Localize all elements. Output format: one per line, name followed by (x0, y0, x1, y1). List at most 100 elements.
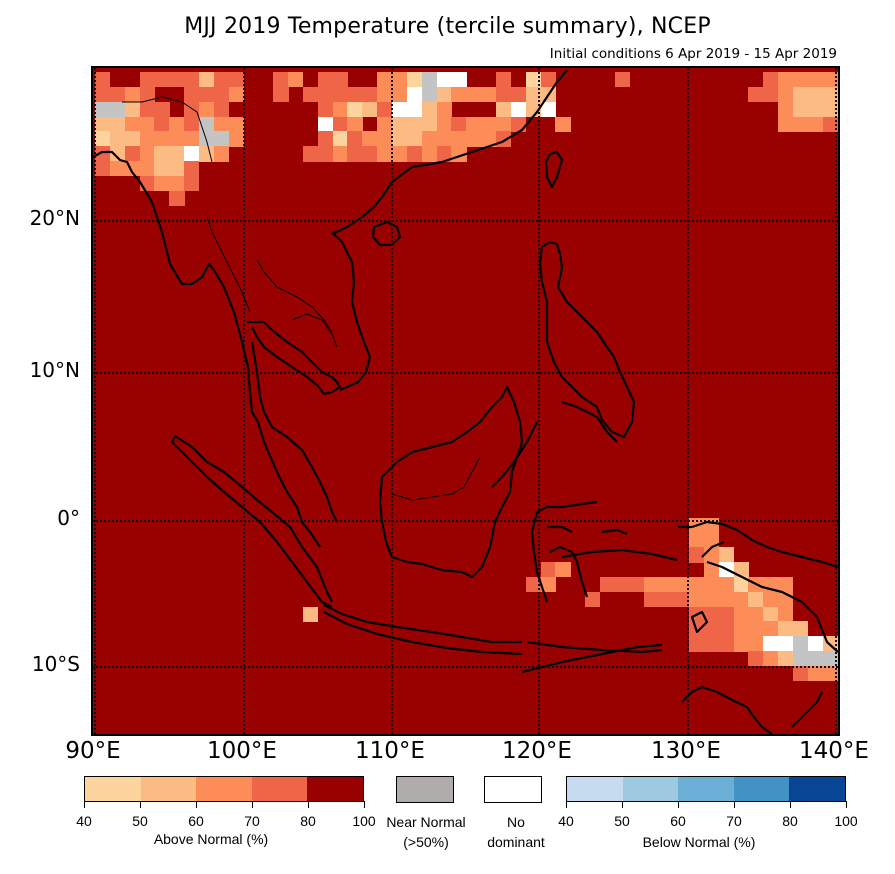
grid-cell (436, 101, 452, 118)
colorbar-segment (251, 777, 308, 801)
grid-cell (377, 86, 393, 103)
grid-cell (154, 72, 170, 88)
grid-cell (614, 576, 631, 593)
parallel-line (93, 666, 838, 668)
colorbar-segment (678, 777, 734, 801)
grid-cell (792, 116, 809, 132)
colorbar-tick (140, 801, 141, 808)
above-normal-colorbar (84, 776, 364, 802)
grid-cell (555, 562, 571, 578)
grid-cell (228, 116, 245, 132)
below-normal-label: Below Normal (%) (642, 834, 756, 850)
grid-cell (703, 621, 720, 637)
grid-cell (792, 621, 809, 637)
grid-cell (288, 72, 304, 88)
grid-cell (748, 651, 764, 667)
colorbar-segment (140, 777, 197, 801)
grid-cell (629, 576, 645, 593)
grid-cell (525, 86, 541, 103)
colorbar-tick (678, 801, 679, 808)
grid-cell (763, 86, 779, 103)
grid-cell (124, 116, 141, 132)
grid-cell (154, 146, 170, 162)
grid-cell (362, 86, 378, 103)
longitude-tick-label: 140°E (799, 738, 869, 764)
grid-cell (495, 116, 512, 132)
grid-cell (466, 116, 482, 132)
grid-cell (718, 606, 735, 622)
grid-cell (347, 146, 363, 162)
meridian-line (687, 68, 689, 734)
grid-cell (184, 72, 200, 88)
grid-cell (317, 116, 334, 132)
grid-cell (510, 101, 527, 118)
grid-cell (525, 72, 541, 88)
below-normal-colorbar (566, 776, 846, 802)
grid-cell (421, 116, 438, 132)
no-dominant-label: No dominant (487, 812, 545, 852)
grid-cell (332, 72, 348, 88)
colorbar-tick (308, 801, 309, 808)
grid-cell (436, 86, 452, 103)
grid-cell (436, 116, 452, 132)
grid-cell (748, 636, 764, 652)
grid-cell (109, 101, 126, 118)
grid-cell (792, 666, 809, 682)
grid-cell (139, 131, 155, 147)
grid-cell (169, 190, 185, 207)
grid-cell (406, 146, 423, 162)
colorbar-tick (364, 801, 365, 808)
grid-cell (540, 72, 556, 88)
meridian-line (835, 68, 837, 734)
grid-cell (822, 116, 838, 132)
parallel-line (93, 372, 838, 374)
grid-cell (377, 72, 393, 88)
grid-cell (807, 86, 824, 103)
grid-cell (822, 72, 838, 88)
grid-cell (317, 101, 334, 118)
colorbar-tick (196, 801, 197, 808)
grid-cell (377, 146, 393, 162)
chart-subtitle: Initial conditions 6 Apr 2019 - 15 Apr 2… (549, 46, 837, 62)
grid-cell (124, 146, 141, 162)
grid-cell (392, 101, 408, 118)
latitude-tick-label: 20°N (29, 206, 80, 230)
grid-cell (184, 116, 200, 132)
grid-cell (362, 146, 378, 162)
grid-cell (481, 116, 497, 132)
grid-cell (718, 547, 735, 563)
grid-cell (317, 72, 334, 88)
grid-cell (792, 72, 809, 88)
grid-cell (540, 101, 556, 118)
grid-cell (169, 131, 185, 147)
forecast-map (91, 66, 840, 736)
colorbar-tick (566, 801, 567, 808)
grid-cell (124, 86, 141, 103)
grid-cell (466, 131, 482, 147)
colorbar-tick-label: 70 (726, 813, 742, 829)
longitude-tick-label: 90°E (65, 738, 121, 764)
no-dominant-swatch (484, 776, 542, 803)
grid-cell (392, 146, 408, 162)
grid-cell (421, 101, 438, 118)
grid-cell (585, 591, 601, 608)
grid-cell (362, 131, 378, 147)
grid-cell (347, 86, 363, 103)
grid-cell (703, 606, 720, 622)
grid-cell (317, 86, 334, 103)
grid-cell (347, 131, 363, 147)
grid-cell (689, 591, 705, 608)
grid-cell (659, 591, 675, 608)
grid-cell (792, 86, 809, 103)
above-normal-label: Above Normal (%) (153, 831, 269, 847)
near-normal-label-line2: (>50%) (403, 834, 449, 850)
grid-cell (807, 666, 824, 682)
grid-cell (748, 606, 764, 622)
grid-cell (778, 606, 794, 622)
grid-cell (392, 86, 408, 103)
grid-cell (807, 101, 824, 118)
grid-cell (377, 131, 393, 147)
colorbar-tick-label: 40 (558, 813, 574, 829)
grid-cell (139, 72, 155, 88)
grid-cell (109, 86, 126, 103)
